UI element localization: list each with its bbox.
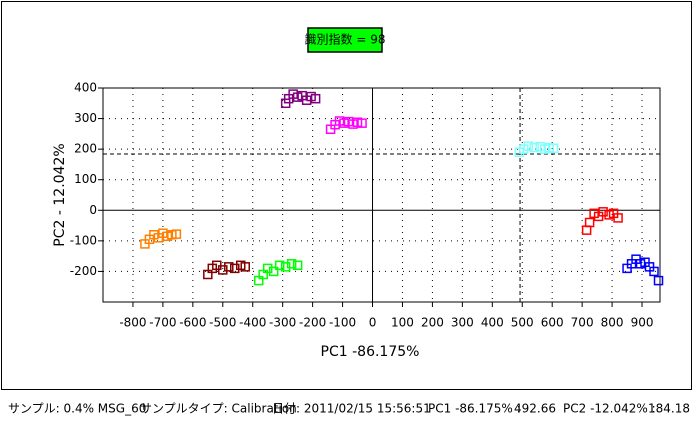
x-axis-title: PC1 -86.175% <box>321 344 420 360</box>
y-tick-label: 200 <box>74 142 97 156</box>
x-tick-label: -800 <box>119 316 146 330</box>
badge: 識別指数 = 98 <box>305 32 386 47</box>
footer-sample: サンプル: 0.4% MSG_60 <box>8 402 146 416</box>
y-tick-label: 300 <box>74 111 97 125</box>
x-tick-label: 800 <box>601 316 624 330</box>
x-tick-label: -200 <box>299 316 326 330</box>
x-tick-label: 300 <box>451 316 474 330</box>
point <box>613 213 623 223</box>
y-tick-label: 100 <box>74 172 97 186</box>
footer-pc1-value: 492.66 <box>514 402 556 416</box>
y-axis-title: PC2 - 12.042% <box>52 143 68 246</box>
y-tick-label: -100 <box>70 233 97 247</box>
point <box>268 266 279 277</box>
y-tick-label: 400 <box>74 81 97 95</box>
point <box>262 263 273 274</box>
x-tick-label: 600 <box>541 316 564 330</box>
x-tick-label: -400 <box>239 316 266 330</box>
badge-box <box>307 27 383 53</box>
point <box>357 118 367 128</box>
point <box>274 260 285 271</box>
point <box>286 259 297 269</box>
footer-pc2-label: PC2 -12.042% : <box>563 402 656 416</box>
y-tick-label: -200 <box>70 264 97 278</box>
x-tick-label: -500 <box>209 316 236 330</box>
point <box>598 207 608 217</box>
x-tick-label: 700 <box>571 316 594 330</box>
x-tick-label: 400 <box>481 316 504 330</box>
x-tick-label: 100 <box>391 316 414 330</box>
x-tick-label: 200 <box>421 316 444 330</box>
x-tick-label: -100 <box>329 316 356 330</box>
x-tick-label: 900 <box>631 316 654 330</box>
point <box>548 143 559 153</box>
plot-area <box>102 87 661 303</box>
point <box>584 217 595 228</box>
point <box>529 142 539 153</box>
point <box>230 263 240 274</box>
point <box>653 275 664 286</box>
point <box>292 260 303 271</box>
x-tick-label: -700 <box>149 316 176 330</box>
y-tick-label: 0 <box>89 203 97 217</box>
footer-date: 日付: 2011/02/15 15:56:51 <box>272 402 431 416</box>
frame <box>1 1 692 390</box>
x-tick-label: -300 <box>269 316 296 330</box>
x-tick-label: 0 <box>369 316 377 330</box>
point <box>218 265 228 275</box>
point <box>280 262 291 272</box>
point <box>649 266 659 277</box>
x-tick-label: 500 <box>511 316 534 330</box>
point <box>310 93 321 104</box>
point <box>224 262 234 272</box>
footer-pc2-value: 184.18 <box>648 402 690 416</box>
footer-pc1-label: PC1 -86.175% : <box>428 402 521 416</box>
point <box>171 229 182 239</box>
x-tick-label: -600 <box>179 316 206 330</box>
point <box>240 262 250 272</box>
point <box>523 141 533 151</box>
footer-sample-type: サンプルタイプ: Calibration <box>140 402 297 416</box>
